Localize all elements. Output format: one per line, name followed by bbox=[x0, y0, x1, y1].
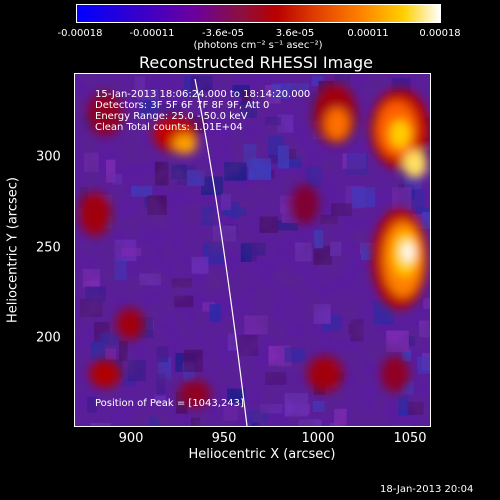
energy-range-label: Energy Range: 25.0 - 50.0 keV bbox=[95, 111, 248, 122]
x-axis-label: Heliocentric X (arcsec) bbox=[188, 447, 336, 462]
hot-sources bbox=[79, 84, 430, 408]
colorbar-units: (photons cm⁻² s⁻¹ asec⁻²) bbox=[193, 40, 323, 51]
x-tick-label: 900 bbox=[118, 431, 144, 446]
colorbar-tick-label: 3.6e-05 bbox=[275, 28, 315, 39]
colorbar bbox=[76, 4, 441, 23]
x-tick-label: 1000 bbox=[301, 431, 335, 446]
peak-position-label: Position of Peak = [1043,243] bbox=[95, 398, 244, 409]
colorbar-tick-label: -3.6e-05 bbox=[202, 28, 244, 39]
y-tick-label: 300 bbox=[36, 149, 61, 165]
colorbar-tick-label: -0.00018 bbox=[57, 28, 103, 39]
y-tick-label: 200 bbox=[36, 330, 61, 346]
y-tick-label: 250 bbox=[36, 240, 61, 256]
time-range-label: 15-Jan-2013 18:06:24.000 to 18:14:20.000 bbox=[95, 89, 311, 100]
rhessi-image: 15-Jan-2013 18:06:24.000 to 18:14:20.000… bbox=[74, 73, 431, 427]
solar-limb-line bbox=[194, 78, 248, 426]
colorbar-tick-label: 0.00011 bbox=[347, 28, 389, 39]
clean-counts-label: Clean Total counts: 1.01E+04 bbox=[95, 122, 243, 133]
colorbar-tick-label: -0.00011 bbox=[129, 28, 175, 39]
detectors-label: Detectors: 3F 5F 6F 7F 8F 9F, Att 0 bbox=[95, 100, 270, 111]
y-axis-label: Heliocentric Y (arcsec) bbox=[5, 177, 21, 323]
image-canvas bbox=[75, 74, 430, 426]
plot-title: Reconstructed RHESSI Image bbox=[139, 53, 373, 72]
x-tick-label: 950 bbox=[211, 431, 237, 446]
render-timestamp: 18-Jan-2013 20:04 bbox=[380, 484, 474, 495]
x-tick-label: 1050 bbox=[393, 431, 427, 446]
colorbar-tick-label: 0.00018 bbox=[419, 28, 461, 39]
